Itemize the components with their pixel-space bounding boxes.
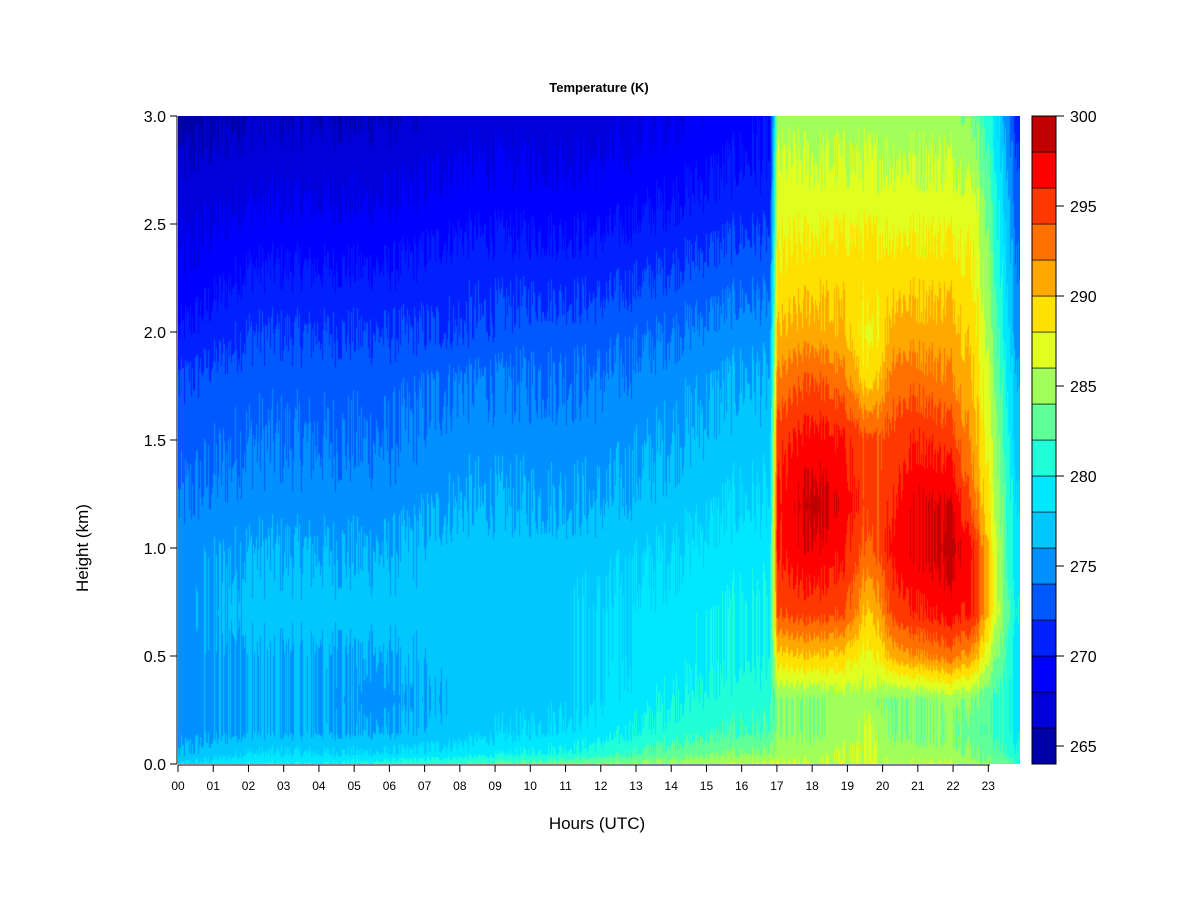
colorbar-swatch	[1031, 475, 1057, 513]
x-axis: 00 01 02 03 04 05 06 07 08 09 10 11 12 13 14 15 16 17 18 19…	[171, 764, 996, 793]
colorbar-swatch	[1031, 367, 1057, 405]
colorbar-swatch	[1031, 655, 1057, 693]
x-tick-label: 08	[453, 779, 467, 793]
heatmap-raster	[178, 116, 1020, 764]
y-axis: 0.0 0.5 1.0 1.5 2.0 2.5 3.0	[144, 109, 178, 774]
y-tick-label: 1.5	[144, 433, 166, 450]
colorbar: 265 270 275 280 285 290 295 300	[1031, 109, 1097, 765]
colorbar-swatch	[1031, 295, 1057, 333]
y-tick-label: 0.5	[144, 649, 166, 666]
colorbar-swatch	[1031, 619, 1057, 657]
colorbar-swatch	[1031, 547, 1057, 585]
x-tick-label: 21	[911, 779, 925, 793]
x-tick-label: 15	[700, 779, 714, 793]
x-tick-label: 18	[805, 779, 819, 793]
x-tick-label: 23	[982, 779, 996, 793]
colorbar-swatch	[1031, 115, 1057, 153]
colorbar-tick-label: 300	[1070, 109, 1097, 126]
colorbar-tick-label: 285	[1070, 379, 1097, 396]
colorbar-swatch	[1031, 331, 1057, 369]
colorbar-swatch	[1031, 187, 1057, 225]
y-axis-label: Height (km)	[73, 504, 92, 592]
x-tick-label: 10	[524, 779, 538, 793]
x-tick-label: 14	[665, 779, 679, 793]
x-tick-label: 09	[488, 779, 502, 793]
colorbar-tick-label: 290	[1070, 289, 1097, 306]
x-tick-label: 05	[347, 779, 361, 793]
colorbar-swatch	[1031, 403, 1057, 441]
heatmap-area	[178, 116, 1020, 764]
x-tick-label: 17	[770, 779, 784, 793]
colorbar-tick-label: 265	[1070, 739, 1097, 756]
colorbar-tick-label: 270	[1070, 649, 1097, 666]
x-tick-label: 12	[594, 779, 608, 793]
colorbar-swatch	[1031, 691, 1057, 729]
x-tick-label: 13	[629, 779, 643, 793]
colorbar-frame	[1031, 115, 1057, 765]
colorbar-tick-label: 295	[1070, 199, 1097, 216]
x-tick-label: 01	[207, 779, 221, 793]
x-tick-label: 19	[841, 779, 855, 793]
colorbar-swatch	[1031, 511, 1057, 549]
colorbar-swatch	[1031, 151, 1057, 189]
y-tick-label: 3.0	[144, 109, 166, 126]
x-tick-label: 03	[277, 779, 291, 793]
colorbar-swatch	[1031, 259, 1057, 297]
x-tick-label: 02	[242, 779, 256, 793]
x-tick-label: 20	[876, 779, 890, 793]
x-axis-label: Hours (UTC)	[549, 814, 645, 833]
y-tick-label: 2.5	[144, 217, 166, 234]
x-tick-label: 11	[559, 779, 572, 793]
colorbar-swatch	[1031, 223, 1057, 261]
x-tick-label: 00	[171, 779, 185, 793]
x-tick-label: 22	[946, 779, 960, 793]
x-tick-label: 04	[312, 779, 326, 793]
y-tick-label: 1.0	[144, 541, 166, 558]
colorbar-swatch	[1031, 727, 1057, 765]
y-tick-label: 2.0	[144, 325, 166, 342]
colorbar-swatch	[1031, 439, 1057, 477]
x-tick-label: 16	[735, 779, 749, 793]
y-tick-label: 0.0	[144, 757, 166, 774]
x-tick-label: 06	[383, 779, 397, 793]
colorbar-tick-label: 280	[1070, 469, 1097, 486]
chart-title: Temperature (K)	[549, 80, 648, 95]
x-tick-label: 07	[418, 779, 432, 793]
colorbar-tick-label: 275	[1070, 559, 1097, 576]
colorbar-swatch	[1031, 583, 1057, 621]
